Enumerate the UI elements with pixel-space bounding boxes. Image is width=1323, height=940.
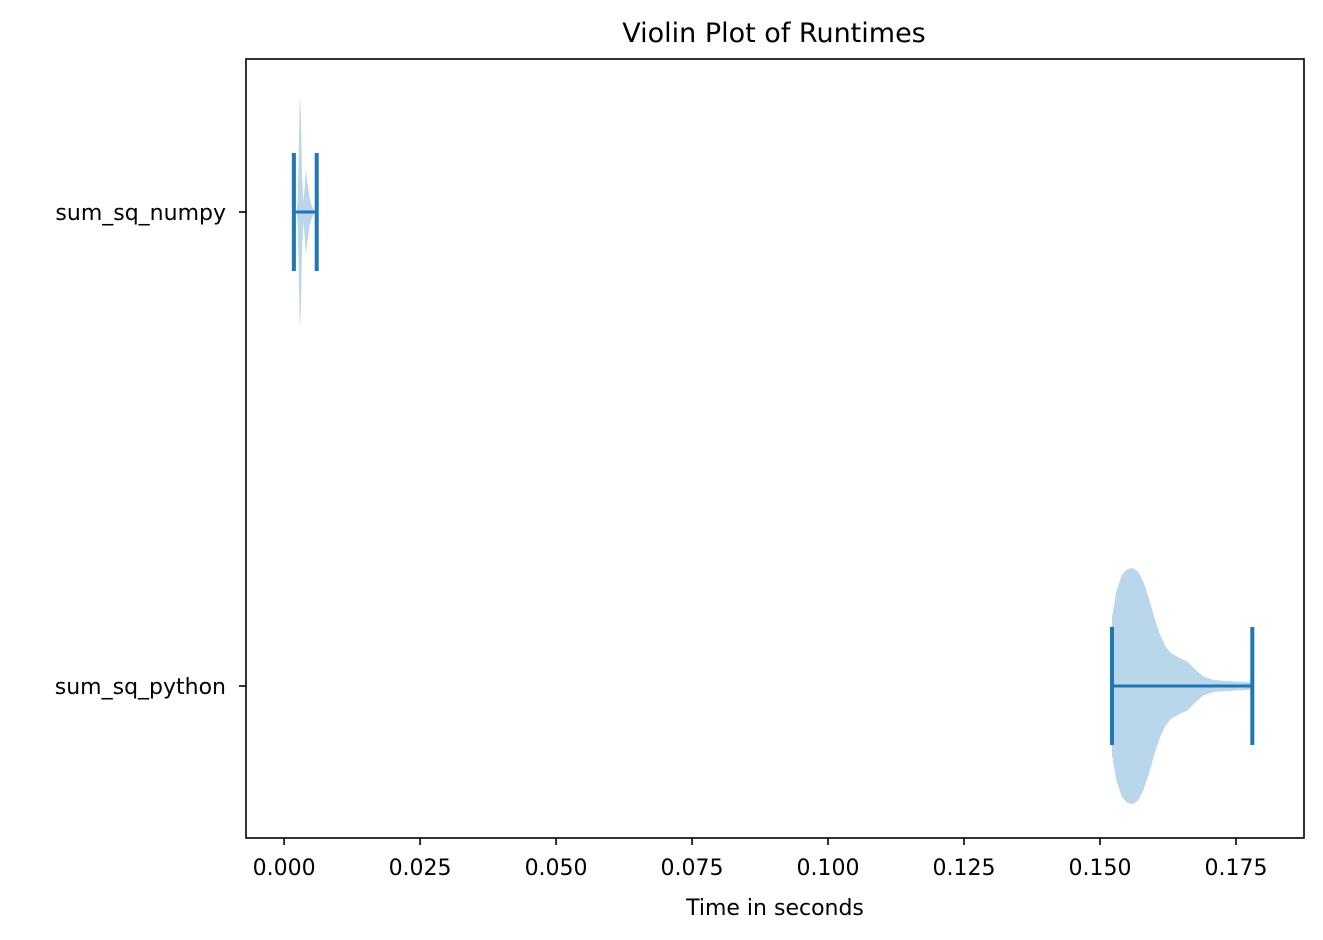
y-axis: sum_sq_numpy sum_sq_python <box>55 201 246 700</box>
x-axis: 0.000 0.025 0.050 0.075 0.100 0.125 0.150 0.175 <box>253 838 1268 881</box>
x-tick-label: 0.100 <box>797 856 860 881</box>
plot-area <box>291 94 1255 804</box>
x-tick-label: 0.150 <box>1069 856 1132 881</box>
plot-frame <box>245 58 1305 839</box>
x-tick-label: 0.175 <box>1205 856 1268 881</box>
chart-title: Violin Plot of Runtimes <box>622 18 926 49</box>
y-tick-label: sum_sq_numpy <box>55 201 226 226</box>
x-tick-label: 0.075 <box>661 856 724 881</box>
x-tick-label: 0.000 <box>253 856 316 881</box>
y-tick-label: sum_sq_python <box>55 675 226 700</box>
x-tick-label: 0.025 <box>389 856 452 881</box>
x-tick-label: 0.050 <box>525 856 588 881</box>
x-axis-label: Time in seconds <box>685 896 864 921</box>
x-tick-label: 0.125 <box>933 856 996 881</box>
